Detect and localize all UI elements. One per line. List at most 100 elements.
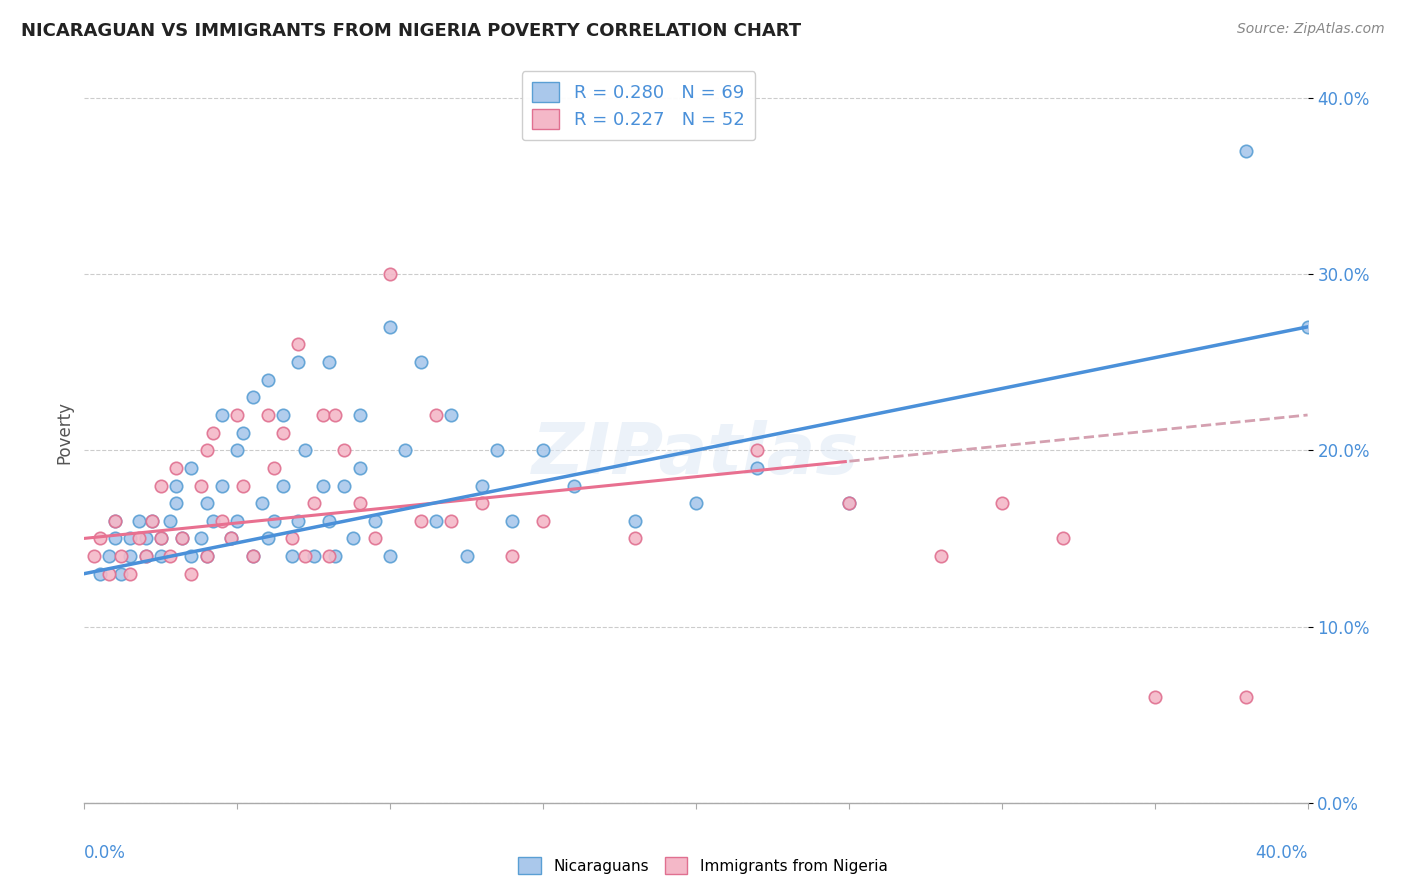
Point — [195, 443, 218, 458]
Point — [318, 514, 340, 528]
Point — [318, 549, 340, 563]
Point — [380, 549, 402, 563]
Point — [165, 461, 187, 475]
Point — [250, 496, 273, 510]
Point — [149, 478, 172, 492]
Point — [219, 532, 242, 546]
Point — [89, 566, 111, 581]
Point — [294, 549, 316, 563]
Point — [747, 461, 769, 475]
Point — [219, 532, 242, 546]
Point — [83, 549, 105, 563]
Text: Source: ZipAtlas.com: Source: ZipAtlas.com — [1237, 22, 1385, 37]
Point — [456, 549, 478, 563]
Point — [302, 549, 325, 563]
Point — [281, 549, 304, 563]
Point — [624, 532, 647, 546]
Legend: Nicaraguans, Immigrants from Nigeria: Nicaraguans, Immigrants from Nigeria — [512, 851, 894, 880]
Point — [281, 532, 304, 546]
Point — [929, 549, 952, 563]
Point — [110, 549, 132, 563]
Legend: R = 0.280   N = 69, R = 0.227   N = 52: R = 0.280 N = 69, R = 0.227 N = 52 — [522, 71, 755, 140]
Point — [1052, 532, 1074, 546]
Point — [624, 514, 647, 528]
Point — [232, 425, 254, 440]
Point — [165, 478, 187, 492]
Point — [120, 532, 142, 546]
Text: ZIPatlas: ZIPatlas — [533, 420, 859, 490]
Point — [531, 514, 554, 528]
Point — [685, 496, 707, 510]
Point — [195, 549, 218, 563]
Point — [226, 514, 249, 528]
Point — [263, 514, 285, 528]
Point — [440, 514, 463, 528]
Point — [471, 478, 494, 492]
Point — [323, 408, 346, 422]
Y-axis label: Poverty: Poverty — [55, 401, 73, 464]
Point — [180, 566, 202, 581]
Point — [312, 478, 335, 492]
Point — [141, 514, 163, 528]
Point — [104, 514, 127, 528]
Point — [1236, 144, 1258, 158]
Point — [257, 408, 280, 422]
Point — [190, 478, 212, 492]
Point — [149, 549, 172, 563]
Point — [263, 461, 285, 475]
Point — [232, 478, 254, 492]
Point — [97, 566, 120, 581]
Point — [364, 514, 387, 528]
Point — [120, 566, 142, 581]
Point — [211, 514, 233, 528]
Point — [271, 478, 294, 492]
Point — [838, 496, 860, 510]
Point — [211, 478, 233, 492]
Point — [380, 267, 402, 281]
Point — [149, 532, 172, 546]
Point — [211, 408, 233, 422]
Point — [1296, 319, 1319, 334]
Text: 40.0%: 40.0% — [1256, 844, 1308, 862]
Point — [201, 514, 224, 528]
Point — [242, 549, 264, 563]
Point — [991, 496, 1014, 510]
Point — [471, 496, 494, 510]
Point — [502, 549, 524, 563]
Point — [135, 532, 157, 546]
Point — [502, 514, 524, 528]
Point — [226, 408, 249, 422]
Point — [838, 496, 860, 510]
Point — [440, 408, 463, 422]
Point — [104, 514, 127, 528]
Point — [302, 496, 325, 510]
Point — [172, 532, 194, 546]
Point — [312, 408, 335, 422]
Point — [1143, 690, 1166, 704]
Point — [425, 408, 447, 422]
Point — [242, 549, 264, 563]
Point — [562, 478, 585, 492]
Point — [201, 425, 224, 440]
Point — [409, 514, 432, 528]
Point — [242, 390, 264, 404]
Point — [287, 337, 309, 351]
Point — [172, 532, 194, 546]
Point — [323, 549, 346, 563]
Point — [159, 549, 181, 563]
Point — [180, 461, 202, 475]
Point — [195, 549, 218, 563]
Point — [531, 443, 554, 458]
Point — [747, 443, 769, 458]
Point — [294, 443, 316, 458]
Point — [486, 443, 509, 458]
Point — [425, 514, 447, 528]
Point — [364, 532, 387, 546]
Point — [135, 549, 157, 563]
Point — [159, 514, 181, 528]
Point — [409, 355, 432, 369]
Point — [195, 496, 218, 510]
Point — [271, 425, 294, 440]
Point — [180, 549, 202, 563]
Point — [349, 461, 371, 475]
